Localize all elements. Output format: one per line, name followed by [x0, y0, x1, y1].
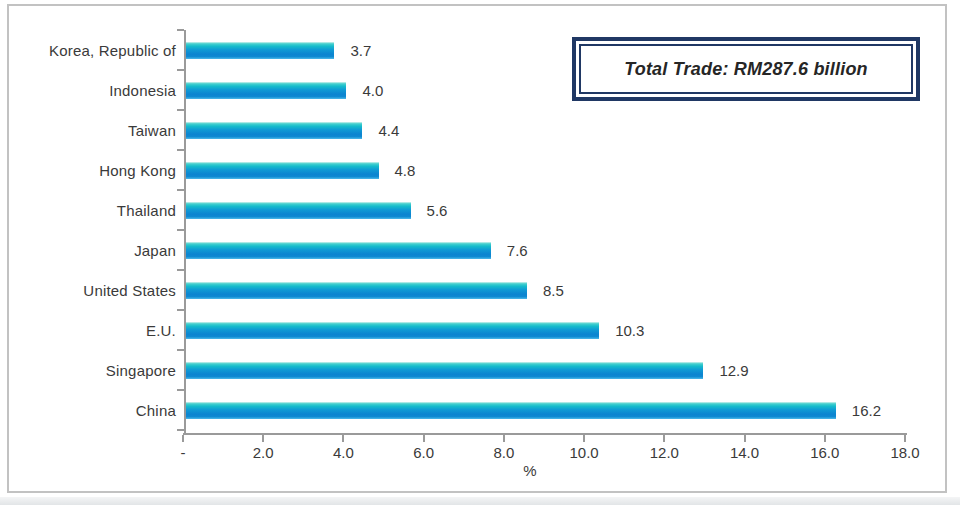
y-axis-tick: [177, 69, 184, 71]
x-axis-tick: [824, 435, 826, 442]
x-axis-tick-label: 4.0: [311, 444, 375, 461]
category-label: United States: [10, 270, 176, 310]
y-axis-tick: [177, 229, 184, 231]
bar: [186, 322, 599, 339]
total-trade-callout: Total Trade: RM287.6 billion: [572, 37, 920, 101]
bar: [186, 362, 703, 379]
value-label: 4.4: [378, 110, 399, 150]
y-axis-tick: [177, 29, 184, 31]
y-axis-tick: [177, 189, 184, 191]
value-label: 8.5: [543, 270, 564, 310]
category-label: Japan: [10, 230, 176, 270]
y-axis-tick: [177, 309, 184, 311]
category-label: Indonesia: [10, 70, 176, 110]
bar: [186, 42, 334, 59]
bar: [186, 282, 527, 299]
value-label: 16.2: [852, 390, 881, 430]
x-axis-line: [183, 433, 907, 435]
x-axis-tick: [262, 435, 264, 442]
bar: [186, 202, 411, 219]
value-label: 5.6: [427, 190, 448, 230]
bar: [186, 162, 379, 179]
category-label: Hong Kong: [10, 150, 176, 190]
x-axis-tick-label: 14.0: [713, 444, 777, 461]
x-axis-tick-label: -: [151, 444, 215, 461]
bar: [186, 402, 836, 419]
x-axis-tick-label: 2.0: [231, 444, 295, 461]
value-label: 12.9: [719, 350, 748, 390]
bar: [186, 122, 362, 139]
bar: [186, 82, 346, 99]
x-axis-tick: [423, 435, 425, 442]
y-axis-tick: [177, 149, 184, 151]
y-axis-tick: [177, 389, 184, 391]
x-axis-tick: [503, 435, 505, 442]
value-label: 4.8: [395, 150, 416, 190]
y-axis-tick: [177, 109, 184, 111]
x-axis-tick-label: 8.0: [472, 444, 536, 461]
y-axis-tick: [177, 429, 184, 431]
value-label: 3.7: [350, 30, 371, 70]
x-axis-tick-label: 12.0: [632, 444, 696, 461]
category-label: Korea, Republic of: [10, 30, 176, 70]
x-axis-tick: [744, 435, 746, 442]
category-label: Singapore: [10, 350, 176, 390]
y-axis-tick: [177, 269, 184, 271]
x-axis-tick: [342, 435, 344, 442]
x-axis-tick-label: 10.0: [552, 444, 616, 461]
x-axis-tick-label: 18.0: [873, 444, 937, 461]
category-label: Thailand: [10, 190, 176, 230]
value-label: 7.6: [507, 230, 528, 270]
total-trade-text: Total Trade: RM287.6 billion: [579, 44, 913, 94]
category-label: Taiwan: [10, 110, 176, 150]
x-axis-tick-label: 6.0: [392, 444, 456, 461]
x-axis-title: %: [498, 462, 562, 479]
x-axis-tick: [583, 435, 585, 442]
value-label: 4.0: [362, 70, 383, 110]
x-axis-tick: [663, 435, 665, 442]
y-axis-tick: [177, 349, 184, 351]
x-axis-tick: [182, 435, 184, 442]
value-label: 10.3: [615, 310, 644, 350]
category-label: E.U.: [10, 310, 176, 350]
plot-area: % Total Trade: RM287.6 billion Korea, Re…: [0, 0, 960, 505]
x-axis-tick-label: 16.0: [793, 444, 857, 461]
x-axis-tick: [904, 435, 906, 442]
bar: [186, 242, 491, 259]
page-bottom-edge: [0, 497, 960, 505]
category-label: China: [10, 390, 176, 430]
